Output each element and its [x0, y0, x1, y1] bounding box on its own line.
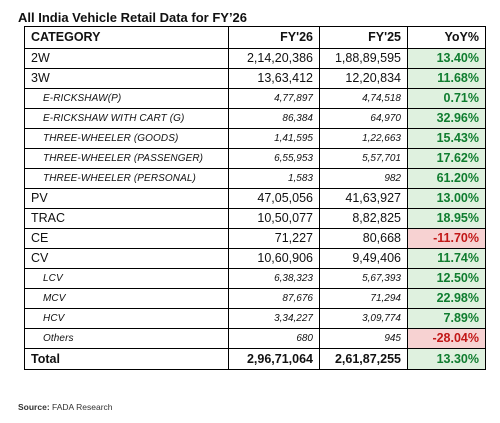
- fy25-cell: 1,22,663: [319, 128, 408, 149]
- fy26-header: FY'26: [228, 26, 320, 49]
- category-cell: 3W: [24, 68, 229, 89]
- category-cell: E-RICKSHAW(P): [24, 88, 229, 109]
- fy25-cell: 9,49,406: [319, 248, 408, 269]
- vehicle-retail-table: CATEGORY FY'26 FY'25 YoY% 2W 2,14,20,386…: [24, 26, 486, 370]
- category-cell: CV: [24, 248, 229, 269]
- page-title: All India Vehicle Retail Data for FY’26: [18, 10, 248, 25]
- category-cell: THREE-WHEELER (PERSONAL): [24, 168, 229, 189]
- yoy-cell: 15.43%: [407, 128, 486, 149]
- total-label: Total: [24, 348, 229, 370]
- category-cell: HCV: [24, 308, 229, 329]
- fy26-cell: 4,77,897: [228, 88, 320, 109]
- category-cell: 2W: [24, 48, 229, 69]
- yoy-cell: -28.04%: [407, 328, 486, 349]
- table-row: E-RICKSHAW WITH CART (G) 86,384 64,970 3…: [24, 108, 486, 129]
- category-cell: THREE-WHEELER (GOODS): [24, 128, 229, 149]
- table-row: THREE-WHEELER (PASSENGER) 6,55,953 5,57,…: [24, 148, 486, 169]
- table-row: E-RICKSHAW(P) 4,77,897 4,74,518 0.71%: [24, 88, 486, 109]
- fy26-cell: 10,60,906: [228, 248, 320, 269]
- fy25-cell: 5,67,393: [319, 268, 408, 289]
- table-row: LCV 6,38,323 5,67,393 12.50%: [24, 268, 486, 289]
- category-cell: MCV: [24, 288, 229, 309]
- table-row: PV 47,05,056 41,63,927 13.00%: [24, 188, 486, 209]
- yoy-cell: 17.62%: [407, 148, 486, 169]
- fy25-header: FY'25: [319, 26, 408, 49]
- yoy-header: YoY%: [407, 26, 486, 49]
- table-row: 2W 2,14,20,386 1,88,89,595 13.40%: [24, 48, 486, 69]
- yoy-cell: 13.40%: [407, 48, 486, 69]
- table-row: THREE-WHEELER (PERSONAL) 1,583 982 61.20…: [24, 168, 486, 189]
- fy26-cell: 3,34,227: [228, 308, 320, 329]
- category-cell: TRAC: [24, 208, 229, 229]
- fy26-cell: 2,14,20,386: [228, 48, 320, 69]
- yoy-cell: 7.89%: [407, 308, 486, 329]
- table-row: MCV 87,676 71,294 22.98%: [24, 288, 486, 309]
- total-row: Total 2,96,71,064 2,61,87,255 13.30%: [24, 348, 486, 370]
- yoy-cell: 11.68%: [407, 68, 486, 89]
- yoy-cell: 32.96%: [407, 108, 486, 129]
- fy26-cell: 6,55,953: [228, 148, 320, 169]
- fy26-cell: 13,63,412: [228, 68, 320, 89]
- yoy-cell: 11.74%: [407, 248, 486, 269]
- fy26-cell: 71,227: [228, 228, 320, 249]
- fy25-cell: 3,09,774: [319, 308, 408, 329]
- yoy-cell: 0.71%: [407, 88, 486, 109]
- source-label: Source:: [18, 402, 50, 412]
- source-value: FADA Research: [52, 402, 113, 412]
- category-cell: CE: [24, 228, 229, 249]
- category-cell: E-RICKSHAW WITH CART (G): [24, 108, 229, 129]
- fy25-cell: 12,20,834: [319, 68, 408, 89]
- category-cell: Others: [24, 328, 229, 349]
- fy25-cell: 5,57,701: [319, 148, 408, 169]
- yoy-cell: 61.20%: [407, 168, 486, 189]
- table-row: CV 10,60,906 9,49,406 11.74%: [24, 248, 486, 269]
- table-row: THREE-WHEELER (GOODS) 1,41,595 1,22,663 …: [24, 128, 486, 149]
- category-cell: THREE-WHEELER (PASSENGER): [24, 148, 229, 169]
- fy26-cell: 10,50,077: [228, 208, 320, 229]
- fy26-cell: 87,676: [228, 288, 320, 309]
- table-row: Others 680 945 -28.04%: [24, 328, 486, 349]
- fy26-cell: 1,583: [228, 168, 320, 189]
- table-header-row: CATEGORY FY'26 FY'25 YoY%: [24, 26, 486, 49]
- table-row: TRAC 10,50,077 8,82,825 18.95%: [24, 208, 486, 229]
- table-row: 3W 13,63,412 12,20,834 11.68%: [24, 68, 486, 89]
- category-header: CATEGORY: [24, 26, 229, 49]
- table-row: CE 71,227 80,668 -11.70%: [24, 228, 486, 249]
- fy25-cell: 1,88,89,595: [319, 48, 408, 69]
- fy25-cell: 41,63,927: [319, 188, 408, 209]
- total-fy26: 2,96,71,064: [228, 348, 320, 370]
- yoy-cell: 13.00%: [407, 188, 486, 209]
- fy26-cell: 680: [228, 328, 320, 349]
- fy25-cell: 945: [319, 328, 408, 349]
- yoy-cell: -11.70%: [407, 228, 486, 249]
- fy25-cell: 982: [319, 168, 408, 189]
- category-cell: LCV: [24, 268, 229, 289]
- source-note: Source: FADA Research: [18, 402, 113, 412]
- fy26-cell: 86,384: [228, 108, 320, 129]
- category-cell: PV: [24, 188, 229, 209]
- table-row: HCV 3,34,227 3,09,774 7.89%: [24, 308, 486, 329]
- total-fy25: 2,61,87,255: [319, 348, 408, 370]
- fy26-cell: 47,05,056: [228, 188, 320, 209]
- yoy-cell: 18.95%: [407, 208, 486, 229]
- yoy-cell: 22.98%: [407, 288, 486, 309]
- fy25-cell: 71,294: [319, 288, 408, 309]
- fy25-cell: 64,970: [319, 108, 408, 129]
- fy26-cell: 1,41,595: [228, 128, 320, 149]
- yoy-cell: 12.50%: [407, 268, 486, 289]
- fy25-cell: 8,82,825: [319, 208, 408, 229]
- total-yoy: 13.30%: [407, 348, 486, 370]
- fy26-cell: 6,38,323: [228, 268, 320, 289]
- fy25-cell: 4,74,518: [319, 88, 408, 109]
- fy25-cell: 80,668: [319, 228, 408, 249]
